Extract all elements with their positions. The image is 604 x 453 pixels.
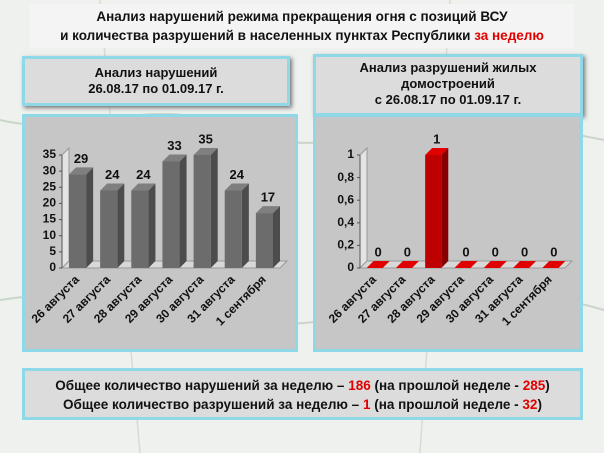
bar-top bbox=[193, 148, 218, 155]
bar-side bbox=[441, 148, 449, 268]
y-tick-label: 10 bbox=[43, 228, 57, 242]
title-line: Анализ нарушений bbox=[94, 65, 218, 80]
title-line: Анализ нарушений режима прекращения огня… bbox=[96, 9, 508, 24]
bar-top bbox=[100, 183, 125, 191]
y-tick-label: 0,2 bbox=[337, 238, 354, 252]
title-highlight: за неделю bbox=[474, 28, 544, 43]
bar-side bbox=[272, 206, 280, 268]
y-tick-label: 0 bbox=[347, 260, 354, 274]
summary: Общее количество нарушений за неделю – 1… bbox=[22, 368, 583, 420]
summary-line: Общее количество разрушений за неделю – … bbox=[63, 397, 542, 412]
data-label: 0 bbox=[404, 244, 411, 259]
y-tick-label: 30 bbox=[43, 163, 57, 177]
bar-top bbox=[542, 261, 566, 268]
data-label: 0 bbox=[375, 244, 382, 259]
title-line: и количества разрушений в населенных пун… bbox=[60, 28, 471, 43]
bar-side bbox=[241, 183, 249, 268]
bar-side bbox=[86, 167, 94, 268]
title-line: 26.08.17 по 01.09.17 г. bbox=[88, 81, 224, 96]
bar bbox=[100, 190, 118, 268]
y-tick-label: 0,4 bbox=[337, 215, 354, 229]
value: 32 bbox=[522, 397, 538, 412]
bar bbox=[193, 155, 211, 268]
bar-top bbox=[513, 261, 537, 268]
chart-title: Анализ разрушений жилых домостроений с 26.… bbox=[313, 54, 583, 116]
y-tick-label: 25 bbox=[43, 179, 57, 193]
y-tick-label: 0,8 bbox=[337, 170, 354, 184]
data-label: 24 bbox=[230, 167, 245, 182]
bar-top bbox=[366, 261, 390, 268]
bar bbox=[224, 190, 242, 268]
bar-top bbox=[131, 183, 156, 191]
bar-side bbox=[117, 183, 125, 268]
bar-side bbox=[179, 154, 187, 268]
data-label: 1 bbox=[433, 131, 440, 146]
data-label: 24 bbox=[105, 167, 120, 182]
title-line: Анализ разрушений жилых bbox=[359, 60, 537, 75]
back-wall bbox=[359, 146, 368, 270]
data-label: 0 bbox=[492, 244, 499, 259]
data-label: 35 bbox=[198, 131, 212, 146]
value: 1 bbox=[362, 397, 371, 412]
y-tick-label: 5 bbox=[49, 244, 56, 258]
page-title: Анализ нарушений режима прекращения огня… bbox=[30, 4, 574, 48]
y-tick-label: 1 bbox=[347, 147, 354, 161]
summary-line: Общее количество нарушений за неделю – 1… bbox=[55, 378, 550, 393]
bar bbox=[425, 155, 442, 268]
bar-top bbox=[454, 261, 478, 268]
data-label: 0 bbox=[521, 244, 528, 259]
bar-side bbox=[210, 148, 218, 268]
data-label: 17 bbox=[261, 190, 275, 205]
bar-top bbox=[224, 183, 249, 191]
chart-title: Анализ нарушений 26.08.17 по 01.09.17 г. bbox=[22, 56, 290, 106]
bar-top bbox=[255, 206, 280, 214]
value: 186 bbox=[348, 378, 371, 393]
bar-top bbox=[425, 148, 449, 155]
bar-top bbox=[483, 261, 507, 268]
data-label: 24 bbox=[136, 167, 151, 182]
y-tick-label: 0,6 bbox=[337, 192, 354, 206]
bar bbox=[162, 161, 180, 268]
data-label: 33 bbox=[167, 138, 181, 153]
title-line: домостроений bbox=[401, 76, 495, 91]
data-label: 0 bbox=[550, 244, 557, 259]
bar-top bbox=[395, 261, 419, 268]
bar bbox=[69, 174, 87, 268]
data-label: 0 bbox=[462, 244, 469, 259]
bar-top bbox=[162, 154, 187, 162]
bar bbox=[255, 213, 273, 268]
y-tick-label: 0 bbox=[49, 260, 56, 274]
y-tick-label: 35 bbox=[43, 147, 57, 161]
bar bbox=[131, 190, 149, 268]
back-wall bbox=[61, 146, 70, 270]
value: 285 bbox=[522, 378, 546, 393]
y-tick-label: 15 bbox=[43, 212, 57, 226]
title-line: с 26.08.17 по 01.09.17 г. bbox=[374, 92, 522, 107]
bar-top bbox=[69, 167, 94, 175]
y-tick-label: 20 bbox=[43, 196, 57, 210]
data-label: 29 bbox=[74, 151, 88, 166]
bar-side bbox=[148, 183, 156, 268]
